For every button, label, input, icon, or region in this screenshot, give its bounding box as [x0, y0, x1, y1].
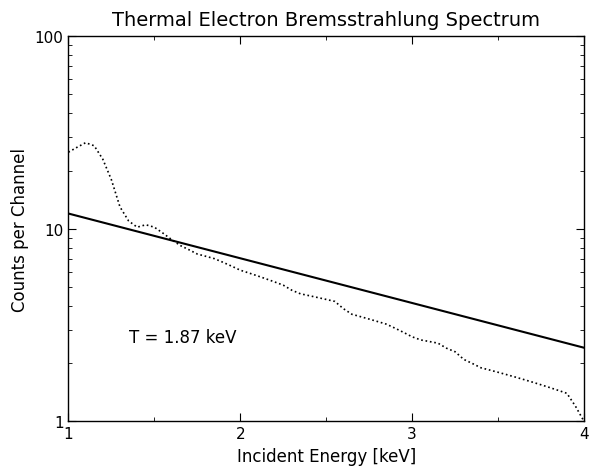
X-axis label: Incident Energy [keV]: Incident Energy [keV]	[236, 447, 416, 465]
Text: T = 1.87 keV: T = 1.87 keV	[128, 328, 236, 346]
Y-axis label: Counts per Channel: Counts per Channel	[11, 148, 29, 311]
Title: Thermal Electron Bremsstrahlung Spectrum: Thermal Electron Bremsstrahlung Spectrum	[112, 11, 540, 30]
